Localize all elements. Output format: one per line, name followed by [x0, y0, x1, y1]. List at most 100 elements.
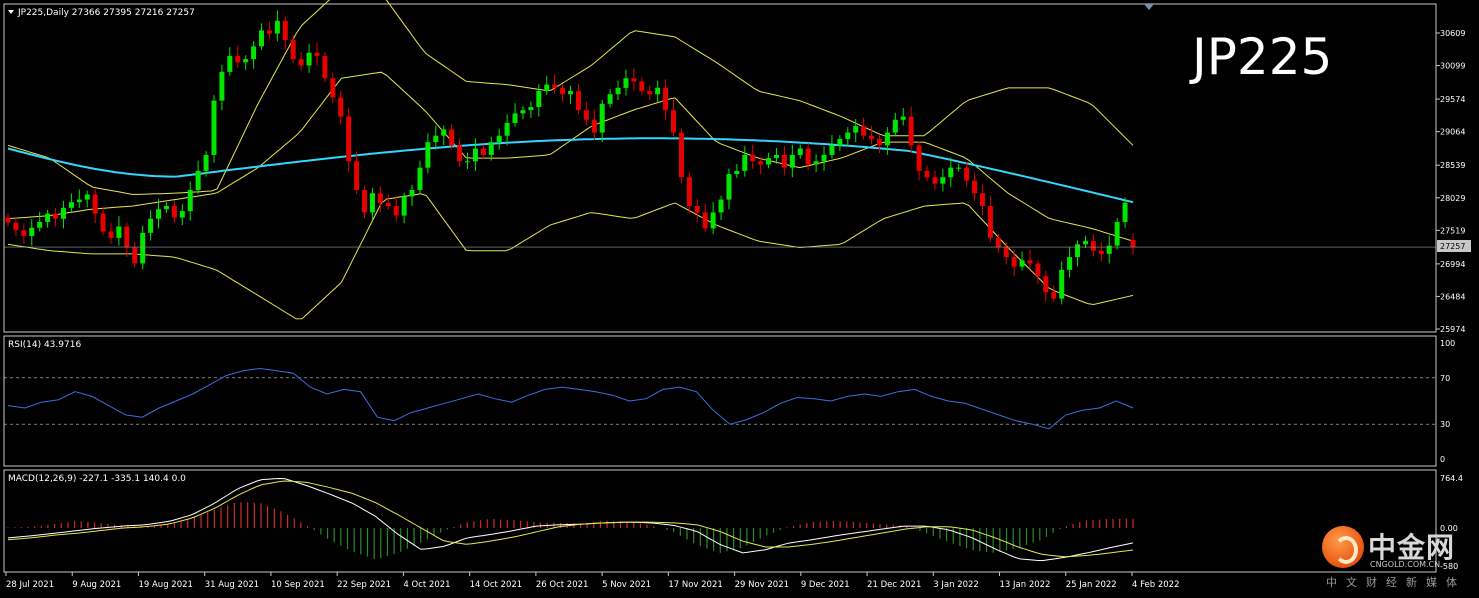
- logo-tagline: 中文财经新媒体: [1326, 576, 1466, 589]
- macd-tick-label: -580: [1440, 562, 1458, 571]
- candle-body: [900, 116, 906, 120]
- candle-body: [179, 211, 185, 218]
- candle-body: [789, 154, 795, 168]
- candle-body: [187, 190, 193, 212]
- candle-body: [1003, 247, 1009, 258]
- candle-body: [528, 107, 534, 111]
- candle-body: [425, 142, 431, 168]
- date-tick-label: 13 Jan 2022: [1000, 580, 1051, 590]
- dropdown-triangle-icon[interactable]: [8, 10, 14, 14]
- candle-body: [1075, 244, 1081, 258]
- candle-body: [845, 132, 851, 139]
- candle-body: [853, 126, 859, 133]
- candle-body: [884, 132, 890, 146]
- last-price-tag: [1437, 240, 1471, 252]
- candle-body: [916, 145, 922, 171]
- macd-tick-label: 0.00: [1440, 524, 1458, 533]
- candle-body: [290, 39, 296, 60]
- candle-body: [964, 167, 970, 181]
- candle-body: [536, 91, 542, 108]
- date-tick-label: 4 Feb 2022: [1132, 580, 1180, 590]
- candle-body: [298, 59, 304, 66]
- candle-body: [837, 138, 843, 146]
- rsi-tick-label: 100: [1440, 339, 1455, 348]
- candle-body: [29, 227, 35, 237]
- rsi-panel[interactable]: [3, 335, 1437, 467]
- candle-body: [710, 212, 716, 229]
- candle-body: [417, 167, 423, 191]
- candle-body: [488, 142, 494, 155]
- candle-body: [829, 145, 835, 155]
- candle-body: [322, 55, 328, 79]
- candle-body: [480, 148, 486, 155]
- candle-body: [243, 59, 249, 63]
- logo-name: 中金网: [1368, 531, 1456, 564]
- last-price-label: 27257: [1440, 242, 1465, 251]
- candle-body: [678, 132, 684, 178]
- candle-body: [773, 154, 779, 159]
- date-tick-label: 9 Dec 2021: [801, 580, 850, 590]
- date-tick-label: 22 Sep 2021: [337, 580, 391, 590]
- price-tick-label: 30099: [1440, 62, 1465, 71]
- candle-body: [449, 129, 455, 146]
- candle-body: [219, 71, 225, 101]
- candle-body: [670, 110, 676, 133]
- brand-logo: 中金网 CNGOLD.COM.CN 中文财经新媒体: [1318, 522, 1468, 590]
- date-tick-label: 25 Jan 2022: [1066, 580, 1117, 590]
- price-tick-label: 27519: [1440, 226, 1465, 235]
- candle-body: [1051, 292, 1057, 299]
- candle-body: [750, 154, 756, 162]
- date-tick-label: 19 Aug 2021: [138, 580, 192, 590]
- date-tick-label: 3 Jan 2022: [933, 580, 979, 590]
- chart-shift-marker-icon[interactable]: [1144, 4, 1154, 10]
- candle-body: [163, 206, 169, 210]
- candle-body: [1098, 250, 1104, 254]
- candle-body: [892, 119, 898, 133]
- rsi-tick-label: 70: [1440, 374, 1450, 383]
- date-tick-label: 29 Nov 2021: [735, 580, 789, 590]
- candle-body: [1011, 257, 1017, 267]
- candle-body: [1106, 245, 1112, 254]
- moving-average-line: [7, 137, 1134, 204]
- candle-body: [282, 20, 288, 40]
- price-tick-label: 26484: [1440, 292, 1465, 301]
- macd-line: [7, 477, 1134, 562]
- candle-body: [195, 170, 201, 191]
- macd-panel[interactable]: [3, 469, 1437, 573]
- candle-body: [441, 129, 447, 136]
- candle-body: [227, 55, 233, 72]
- candle-body: [203, 154, 209, 171]
- candle-body: [346, 116, 352, 162]
- candle-body: [84, 194, 90, 200]
- date-tick-label: 28 Jul 2021: [6, 580, 54, 590]
- logo-mark-icon: [1322, 526, 1364, 568]
- price-tick-label: 26994: [1440, 260, 1465, 269]
- candle-body: [924, 170, 930, 178]
- candle-body: [13, 222, 19, 231]
- candle-body: [583, 110, 589, 120]
- candle-body: [560, 87, 566, 95]
- price-tick-label: 29574: [1440, 95, 1465, 104]
- price-tick-label: 28539: [1440, 161, 1465, 170]
- candle-body: [116, 226, 122, 238]
- bollinger-upper-line: [7, 0, 1134, 195]
- candle-body: [1082, 241, 1088, 245]
- candle-body: [259, 30, 265, 47]
- price-tick-label: 29064: [1440, 128, 1465, 137]
- candle-body: [797, 148, 803, 155]
- candle-body: [68, 202, 74, 208]
- rsi-tick-label: 0: [1440, 455, 1445, 464]
- date-tick-label: 26 Oct 2021: [536, 580, 589, 590]
- candle-body: [663, 87, 669, 111]
- candle-body: [504, 122, 510, 136]
- candle-body: [306, 52, 312, 66]
- candle-body: [979, 193, 985, 207]
- candle-body: [781, 154, 787, 168]
- candle-body: [100, 213, 106, 232]
- candle-body: [1035, 263, 1041, 277]
- macd-header: MACD(12,26,9) -227.1 -335.1 140.4 0.0: [8, 474, 186, 484]
- main-header: JP225,Daily 27366 27395 27216 27257: [17, 8, 195, 18]
- candle-body: [908, 116, 914, 146]
- candle-body: [60, 207, 66, 219]
